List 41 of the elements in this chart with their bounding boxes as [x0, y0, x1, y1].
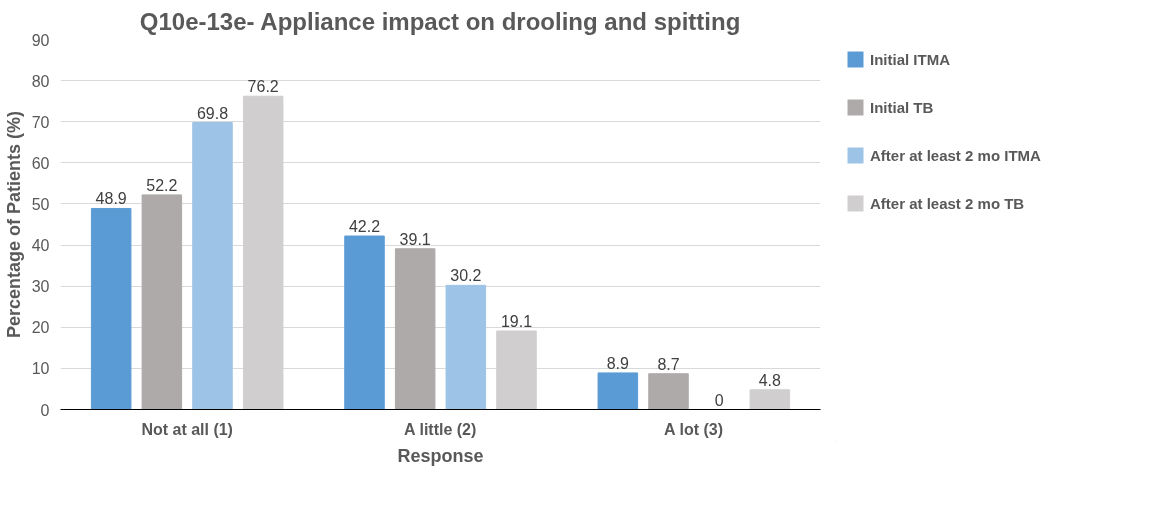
data-label: 76.2	[247, 78, 279, 96]
y-tick-label: 80	[31, 72, 50, 90]
bar	[597, 372, 639, 410]
data-label: 8.9	[606, 354, 630, 372]
data-label: 48.9	[95, 190, 127, 208]
y-axis-title: Percentage of Patients (%)	[3, 110, 24, 339]
y-tick-label: 70	[31, 113, 50, 131]
bar	[648, 373, 689, 410]
y-tick-label: 50	[31, 195, 50, 213]
data-label: 19.1	[500, 312, 533, 330]
bar	[90, 207, 132, 410]
y-tick-label: 40	[31, 237, 50, 255]
bar	[445, 284, 487, 410]
y-tick-label: 30	[31, 278, 50, 296]
data-label: 30.2	[450, 267, 482, 285]
data-label: 39.1	[399, 230, 431, 248]
x-axis-title: Response	[397, 445, 484, 466]
x-tick-label: A lot (3)	[664, 420, 724, 438]
legend-label: Initial ITMA	[870, 50, 950, 68]
bar	[141, 194, 183, 410]
data-label: 69.8	[196, 104, 229, 122]
legend-label: Initial TB	[870, 98, 934, 116]
legend-label: After at least 2 mo TB	[870, 194, 1025, 212]
y-tick-label: 10	[31, 360, 50, 378]
data-label: 4.8	[758, 371, 782, 389]
y-tick-label: 0	[40, 401, 50, 419]
legend-label: After at least 2 mo ITMA	[870, 146, 1041, 164]
bar	[344, 235, 385, 410]
x-tick-label: A little (2)	[404, 420, 477, 438]
data-label: 8.7	[657, 355, 680, 373]
data-label: 52.2	[146, 176, 178, 194]
data-label: 42.2	[348, 218, 381, 236]
x-tick-label: Not at all (1)	[141, 420, 233, 438]
bar	[749, 389, 791, 410]
chart-title: Q10e-13e- Appliance impact on drooling and spitting	[139, 7, 741, 35]
bar	[394, 248, 436, 410]
y-tick-label: 20	[31, 319, 50, 337]
data-label: 0	[714, 391, 724, 409]
y-tick-label: 60	[31, 154, 50, 172]
bar	[192, 122, 233, 410]
y-tick-label: 90	[31, 31, 50, 49]
